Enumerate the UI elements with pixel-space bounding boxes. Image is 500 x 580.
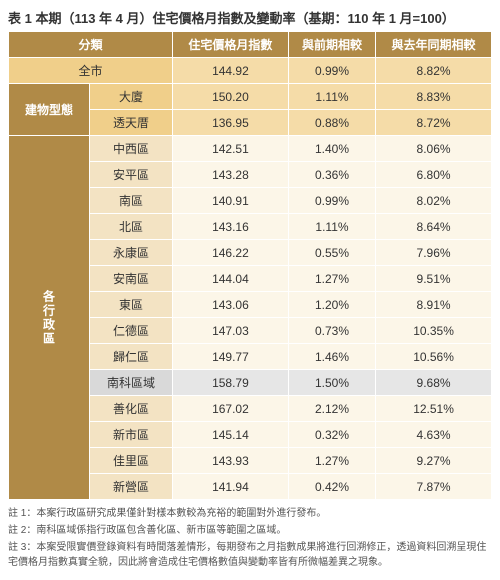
row-city-mom: 0.99%: [288, 58, 375, 84]
row-d04-idx: 143.16: [173, 214, 289, 240]
row-d07-mom: 1.20%: [288, 292, 375, 318]
row-d14-mom: 0.42%: [288, 474, 375, 500]
row-d03-idx: 140.91: [173, 188, 289, 214]
row-bldg1-yoy: 8.83%: [376, 84, 492, 110]
row-d11-yoy: 12.51%: [376, 396, 492, 422]
row-d01-yoy: 8.06%: [376, 136, 492, 162]
row-d08-yoy: 10.35%: [376, 318, 492, 344]
row-d06-idx: 144.04: [173, 266, 289, 292]
row-d05-name: 永康區: [90, 240, 173, 266]
row-d13-yoy: 9.27%: [376, 448, 492, 474]
row-d08-idx: 147.03: [173, 318, 289, 344]
row-d14-idx: 141.94: [173, 474, 289, 500]
row-d11-mom: 2.12%: [288, 396, 375, 422]
footnote-1: 註 1：本案行政區研究成果僅針對樣本數較為充裕的範圍對外進行發布。: [8, 506, 492, 521]
row-city-yoy: 8.82%: [376, 58, 492, 84]
row-d02-name: 安平區: [90, 162, 173, 188]
row-d01-mom: 1.40%: [288, 136, 375, 162]
row-d04-yoy: 8.64%: [376, 214, 492, 240]
footnotes: 註 1：本案行政區研究成果僅針對樣本數較為充裕的範圍對外進行發布。 註 2：南科…: [8, 506, 492, 570]
row-d10-idx: 158.79: [173, 370, 289, 396]
footnote-2: 註 2：南科區域係指行政區包含善化區、新市區等範圍之區域。: [8, 523, 492, 538]
group-district: 各行政區: [9, 136, 90, 500]
row-d02-yoy: 6.80%: [376, 162, 492, 188]
row-d07-name: 東區: [90, 292, 173, 318]
row-d02-idx: 143.28: [173, 162, 289, 188]
row-bldg1-idx: 150.20: [173, 84, 289, 110]
footnote-3: 註 3：本案受限實價登錄資料有時間落差情形，每期發布之月指數成果將進行回溯修正，…: [8, 540, 492, 570]
row-d10-yoy: 9.68%: [376, 370, 492, 396]
row-bldg2-name: 透天厝: [90, 110, 173, 136]
row-d14-yoy: 7.87%: [376, 474, 492, 500]
row-d08-mom: 0.73%: [288, 318, 375, 344]
row-d07-yoy: 8.91%: [376, 292, 492, 318]
row-bldg1-mom: 1.11%: [288, 84, 375, 110]
row-d06-name: 安南區: [90, 266, 173, 292]
row-d09-mom: 1.46%: [288, 344, 375, 370]
row-d12-yoy: 4.63%: [376, 422, 492, 448]
row-d13-name: 佳里區: [90, 448, 173, 474]
row-d08-name: 仁德區: [90, 318, 173, 344]
row-d11-name: 善化區: [90, 396, 173, 422]
row-d06-yoy: 9.51%: [376, 266, 492, 292]
row-d03-name: 南區: [90, 188, 173, 214]
row-d10-mom: 1.50%: [288, 370, 375, 396]
row-d02-mom: 0.36%: [288, 162, 375, 188]
row-city-idx: 144.92: [173, 58, 289, 84]
row-d12-name: 新市區: [90, 422, 173, 448]
row-d05-mom: 0.55%: [288, 240, 375, 266]
group-building-type: 建物型態: [9, 84, 90, 136]
row-d13-idx: 143.93: [173, 448, 289, 474]
row-d03-mom: 0.99%: [288, 188, 375, 214]
row-d05-idx: 146.22: [173, 240, 289, 266]
row-city-name: 全市: [9, 58, 173, 84]
row-d03-yoy: 8.02%: [376, 188, 492, 214]
table-title: 表 1 本期（113 年 4 月）住宅價格月指數及變動率（基期：110 年 1 …: [8, 8, 492, 27]
header-index: 住宅價格月指數: [173, 32, 289, 58]
row-d06-mom: 1.27%: [288, 266, 375, 292]
row-d07-idx: 143.06: [173, 292, 289, 318]
row-bldg2-idx: 136.95: [173, 110, 289, 136]
header-yoy: 與去年同期相較: [376, 32, 492, 58]
row-d12-mom: 0.32%: [288, 422, 375, 448]
row-d09-idx: 149.77: [173, 344, 289, 370]
row-d05-yoy: 7.96%: [376, 240, 492, 266]
row-bldg2-mom: 0.88%: [288, 110, 375, 136]
row-d11-idx: 167.02: [173, 396, 289, 422]
header-mom: 與前期相較: [288, 32, 375, 58]
row-d04-name: 北區: [90, 214, 173, 240]
row-d12-idx: 145.14: [173, 422, 289, 448]
row-d01-name: 中西區: [90, 136, 173, 162]
row-d09-yoy: 10.56%: [376, 344, 492, 370]
row-d10-name: 南科區域: [90, 370, 173, 396]
row-d14-name: 新營區: [90, 474, 173, 500]
row-d01-idx: 142.51: [173, 136, 289, 162]
row-d13-mom: 1.27%: [288, 448, 375, 474]
price-index-table: 分類 住宅價格月指數 與前期相較 與去年同期相較 全市 144.92 0.99%…: [8, 31, 492, 500]
row-d09-name: 歸仁區: [90, 344, 173, 370]
row-bldg2-yoy: 8.72%: [376, 110, 492, 136]
row-bldg1-name: 大廈: [90, 84, 173, 110]
header-category: 分類: [9, 32, 173, 58]
row-d04-mom: 1.11%: [288, 214, 375, 240]
